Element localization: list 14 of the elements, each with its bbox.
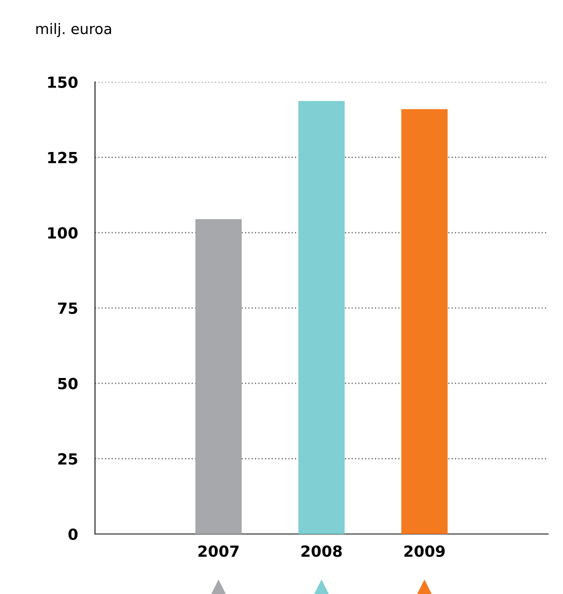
y-tick-label: 25 xyxy=(58,453,78,465)
x-tick-label: 2007 xyxy=(198,545,239,557)
bar xyxy=(401,109,448,534)
x-tick-label: 2009 xyxy=(404,545,445,557)
bar xyxy=(195,219,242,534)
y-tick-label: 50 xyxy=(58,378,78,390)
y-axis-title: milj. euroa xyxy=(36,22,112,38)
y-tick-label: 75 xyxy=(58,302,78,314)
y-tick-label: 150 xyxy=(48,76,78,88)
x-tick-label: 2008 xyxy=(301,545,342,557)
y-tick-label: 125 xyxy=(48,152,78,164)
bar xyxy=(298,100,345,534)
y-tick-label: 0 xyxy=(68,528,78,540)
y-tick-label: 100 xyxy=(48,227,78,239)
